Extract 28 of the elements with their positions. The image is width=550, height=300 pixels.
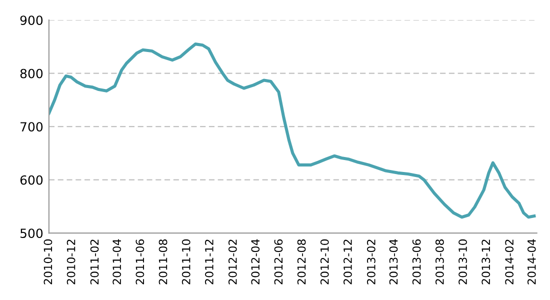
- x-tick-label: 2014-04: [527, 239, 536, 284]
- x-tick-label: 2010-12: [66, 240, 76, 284]
- x-tick-label: 2011-06: [136, 239, 144, 284]
- x-tick-label: 2012-06: [274, 239, 283, 284]
- line-series: [48, 42, 536, 219]
- x-tick-label: 2012-02: [228, 240, 237, 284]
- y-tick-label: 800: [20, 68, 43, 78]
- x-tick-label: 2010-10: [44, 239, 52, 284]
- y-tick-label: 700: [20, 122, 43, 132]
- x-tick-label: 2013-02: [366, 240, 376, 284]
- y-tick-label: 900: [20, 16, 43, 26]
- x-tick-label: 2011-10: [182, 239, 190, 284]
- x-tick-label: 2013-12: [482, 240, 490, 284]
- x-tick-label: 2011-08: [158, 239, 168, 284]
- x-tick-label: 2011-02: [90, 240, 99, 284]
- x-tick-label: 2012-10: [320, 239, 329, 284]
- y-tick-label: 500: [20, 228, 43, 238]
- y-tick-label: 600: [20, 175, 43, 185]
- x-tick-label: 2013-10: [458, 239, 467, 284]
- x-tick-label: 2012-08: [297, 239, 306, 284]
- x-tick-label: 2011-12: [205, 240, 214, 284]
- x-tick-label: 2012-12: [344, 240, 352, 284]
- x-tick-label: 2013-08: [435, 239, 444, 284]
- x-tick-label: 2013-04: [389, 239, 398, 284]
- x-tick-label: 2014-02: [505, 240, 514, 284]
- x-tick-label: 2011-04: [112, 239, 122, 284]
- x-tick-label: 2012-04: [251, 239, 260, 284]
- x-tick-label: 2013-06: [412, 239, 421, 284]
